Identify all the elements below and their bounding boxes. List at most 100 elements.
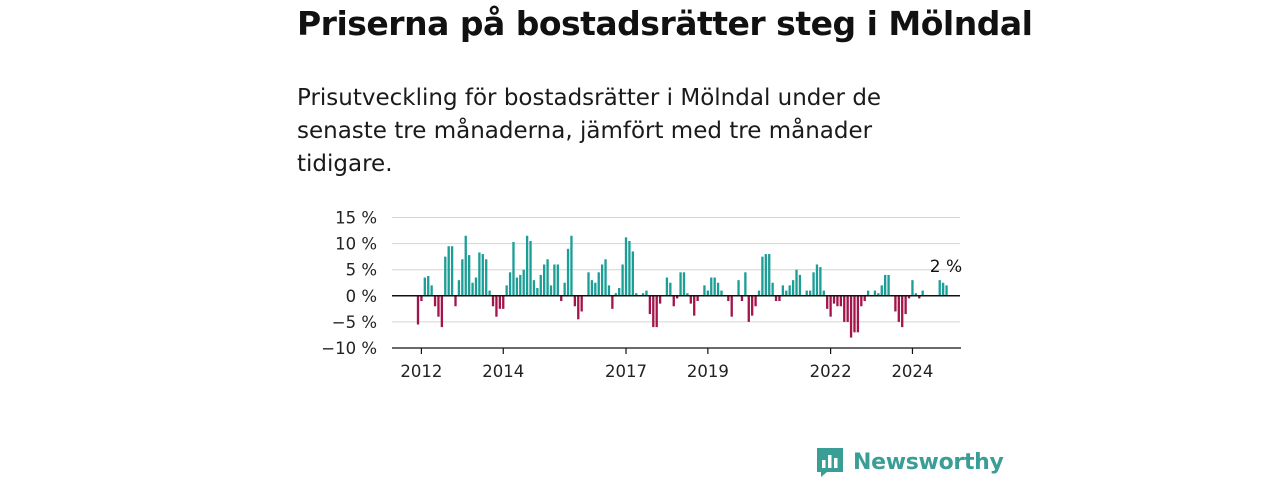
bar — [502, 295, 505, 309]
bar — [785, 290, 788, 296]
grid-lines — [392, 217, 960, 323]
bar — [536, 287, 539, 296]
bar — [573, 295, 577, 307]
bar — [669, 282, 672, 296]
bar — [914, 293, 918, 296]
bar — [839, 295, 842, 307]
bar — [437, 295, 440, 317]
bar — [904, 295, 907, 315]
bar — [754, 295, 757, 307]
bar — [512, 242, 515, 296]
bar — [461, 259, 464, 296]
y-tick-label: 10 % — [335, 235, 377, 254]
bar — [781, 285, 785, 296]
bar — [791, 280, 795, 296]
bar — [488, 290, 491, 296]
bar — [829, 295, 832, 317]
bar — [529, 240, 532, 296]
bar — [467, 255, 471, 296]
y-tick-label: −5 % — [332, 313, 377, 332]
bar — [553, 264, 556, 296]
bar — [485, 259, 488, 296]
x-tick-label: 2014 — [482, 362, 524, 381]
bar — [563, 282, 566, 296]
bar — [641, 293, 645, 296]
bar — [648, 295, 652, 315]
bar — [921, 290, 924, 296]
bar — [556, 264, 559, 296]
bar — [686, 293, 689, 296]
bar — [474, 277, 478, 296]
bar — [628, 240, 631, 296]
y-tick-label: 0 % — [346, 287, 377, 306]
bar — [580, 295, 583, 312]
bar — [918, 295, 921, 299]
bar — [795, 269, 798, 296]
bar — [832, 295, 836, 304]
bar — [941, 282, 945, 296]
bar — [873, 290, 877, 296]
bar — [727, 295, 730, 302]
bar — [836, 295, 839, 307]
bar — [505, 285, 508, 296]
y-tick-label: −10 % — [321, 339, 377, 358]
bar — [945, 285, 948, 296]
bar — [631, 251, 634, 296]
bar — [826, 295, 829, 309]
bar — [911, 280, 914, 296]
bar — [594, 282, 597, 296]
bar-series — [416, 235, 948, 338]
bar — [938, 280, 941, 296]
bar — [819, 267, 822, 296]
bar — [880, 285, 883, 296]
bar — [658, 295, 662, 304]
bar — [618, 287, 621, 296]
bar — [519, 274, 522, 296]
bar — [703, 285, 706, 296]
bar — [907, 295, 911, 299]
bar — [877, 293, 880, 296]
bar — [822, 290, 825, 296]
bar — [423, 277, 426, 296]
bar — [901, 295, 904, 328]
bar — [849, 295, 853, 338]
bar — [716, 282, 720, 296]
bar — [710, 277, 713, 296]
bar — [597, 272, 600, 296]
bar — [478, 252, 481, 296]
bar — [665, 277, 669, 296]
bar — [433, 295, 437, 307]
bar — [798, 274, 802, 296]
bar — [522, 269, 525, 296]
bar — [805, 290, 808, 296]
bar — [498, 295, 501, 309]
bar — [624, 237, 628, 296]
bar — [430, 285, 433, 296]
bar — [696, 295, 699, 302]
bar — [682, 272, 686, 296]
bar — [590, 280, 594, 296]
bar — [768, 254, 771, 296]
bar — [757, 290, 761, 296]
bar — [604, 259, 607, 296]
bar — [420, 295, 423, 302]
last-value-annotation: 2 % — [930, 257, 962, 277]
bar — [788, 285, 791, 296]
bar — [853, 295, 856, 333]
axes — [392, 295, 961, 354]
bar — [416, 295, 420, 325]
bar — [607, 285, 611, 296]
bar — [860, 295, 863, 307]
bar — [706, 290, 710, 296]
bar — [447, 246, 450, 296]
bar — [846, 295, 849, 322]
chart-subtitle: Prisutveckling för bostadsrätter i Mölnd… — [297, 85, 882, 177]
bar — [491, 295, 495, 307]
bar — [611, 295, 614, 309]
bar — [713, 277, 716, 296]
bar — [693, 295, 696, 316]
bar — [812, 272, 815, 296]
bar — [764, 254, 767, 296]
bar — [774, 295, 778, 302]
